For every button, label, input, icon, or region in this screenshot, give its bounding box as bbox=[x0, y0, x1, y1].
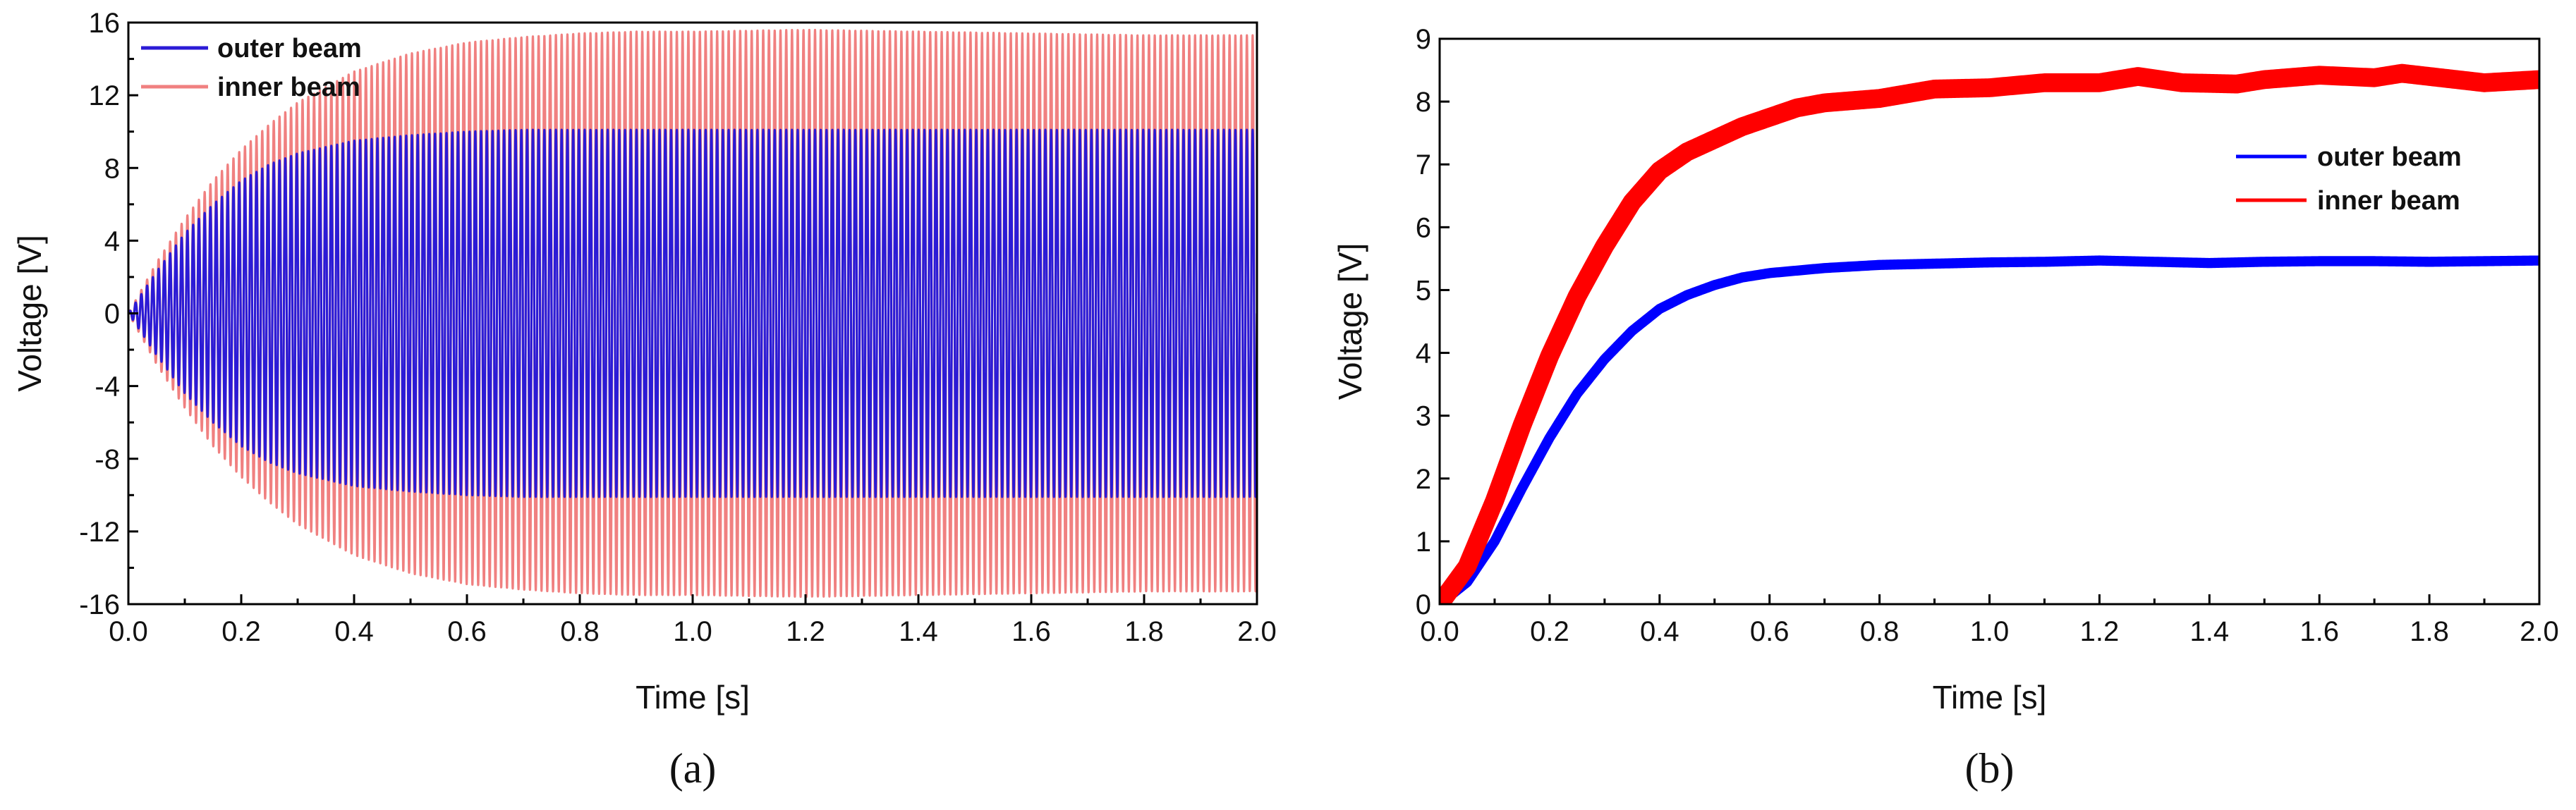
x-tick-label: 1.2 bbox=[2080, 616, 2120, 647]
y-tick-label: -8 bbox=[95, 444, 120, 475]
x-tick-label: 0.0 bbox=[1420, 616, 1459, 647]
x-tick-label: 1.8 bbox=[1124, 616, 1164, 647]
y-tick-label: 16 bbox=[89, 8, 121, 39]
legend-label-inner-beam: inner beam bbox=[2317, 186, 2460, 216]
plot-area bbox=[128, 28, 1257, 599]
x-tick-label: 1.0 bbox=[673, 616, 712, 647]
series-line-outer-beam bbox=[1440, 255, 2539, 604]
x-tick-label: 0.4 bbox=[1640, 616, 1679, 647]
x-tick-label: 0.6 bbox=[1750, 616, 1790, 647]
legend-label-outer-beam: outer beam bbox=[2317, 142, 2462, 172]
plot-area bbox=[1440, 63, 2539, 604]
x-tick-label: 1.8 bbox=[2410, 616, 2449, 647]
legend-label-outer-beam: outer beam bbox=[217, 34, 362, 63]
y-tick-label: 12 bbox=[89, 80, 121, 111]
y-tick-label: -12 bbox=[79, 517, 120, 548]
x-tick-label: 0.4 bbox=[334, 616, 374, 647]
y-tick-label: -4 bbox=[95, 372, 120, 403]
legend: outer beam inner beam bbox=[141, 34, 362, 102]
y-tick-label: 4 bbox=[1416, 338, 1431, 369]
panel-a-chart: 0.0 0.2 0.4 0.6 0.8 1.0 1.2 1.4 1.6 1.8 2.0 -16 -12 -… bbox=[11, 8, 1277, 792]
y-tick-label: 5 bbox=[1416, 275, 1431, 306]
x-tick-label: 0.6 bbox=[447, 616, 487, 647]
x-tick-label: 0.2 bbox=[221, 616, 261, 647]
y-tick-label: 9 bbox=[1416, 24, 1431, 55]
y-tick-label: 3 bbox=[1416, 401, 1431, 432]
y-axis-title: Voltage [V] bbox=[11, 235, 48, 392]
x-tick-label: 0.8 bbox=[1860, 616, 1900, 647]
series-line-inner-beam bbox=[1440, 63, 2539, 604]
y-tick-label: 2 bbox=[1416, 464, 1431, 495]
x-axis-title: Time [s] bbox=[1933, 679, 2047, 716]
x-tick-label: 1.6 bbox=[2299, 616, 2339, 647]
y-tick-label: 7 bbox=[1416, 149, 1431, 180]
x-tick-label: 2.0 bbox=[1237, 616, 1277, 647]
legend: outer beam inner beam bbox=[2236, 142, 2462, 216]
x-tick-label: 0.0 bbox=[109, 616, 148, 647]
x-tick-label: 0.2 bbox=[1530, 616, 1569, 647]
x-tick-label: 1.0 bbox=[1970, 616, 2010, 647]
x-tick-label: 2.0 bbox=[2520, 616, 2559, 647]
y-tick-label: 1 bbox=[1416, 527, 1431, 558]
series-line-outer-beam bbox=[128, 128, 1257, 498]
x-axis-title: Time [s] bbox=[636, 679, 750, 716]
y-tick-label: 4 bbox=[104, 226, 120, 257]
y-axis-title: Voltage [V] bbox=[1332, 243, 1368, 400]
x-tick-label: 1.4 bbox=[2189, 616, 2229, 647]
y-tick-label: -16 bbox=[79, 589, 120, 620]
y-tick-label: 8 bbox=[1416, 87, 1431, 118]
panel-b-chart: 0.0 0.2 0.4 0.6 0.8 1.0 1.2 1.4 1.6 1.8 2.0 0 1 2 3 4 5 6… bbox=[1332, 24, 2559, 792]
y-tick-label: 8 bbox=[104, 153, 120, 184]
y-tick-label: 0 bbox=[104, 299, 120, 330]
panel-label: (b) bbox=[1965, 745, 2015, 792]
x-tick-label: 0.8 bbox=[560, 616, 600, 647]
y-tick-label: 6 bbox=[1416, 212, 1431, 243]
panel-label: (a) bbox=[669, 745, 717, 792]
x-tick-label: 1.2 bbox=[786, 616, 825, 647]
x-tick-label: 1.6 bbox=[1011, 616, 1051, 647]
x-tick-label: 1.4 bbox=[899, 616, 938, 647]
legend-label-inner-beam: inner beam bbox=[217, 73, 360, 102]
y-tick-label: 0 bbox=[1416, 589, 1431, 620]
